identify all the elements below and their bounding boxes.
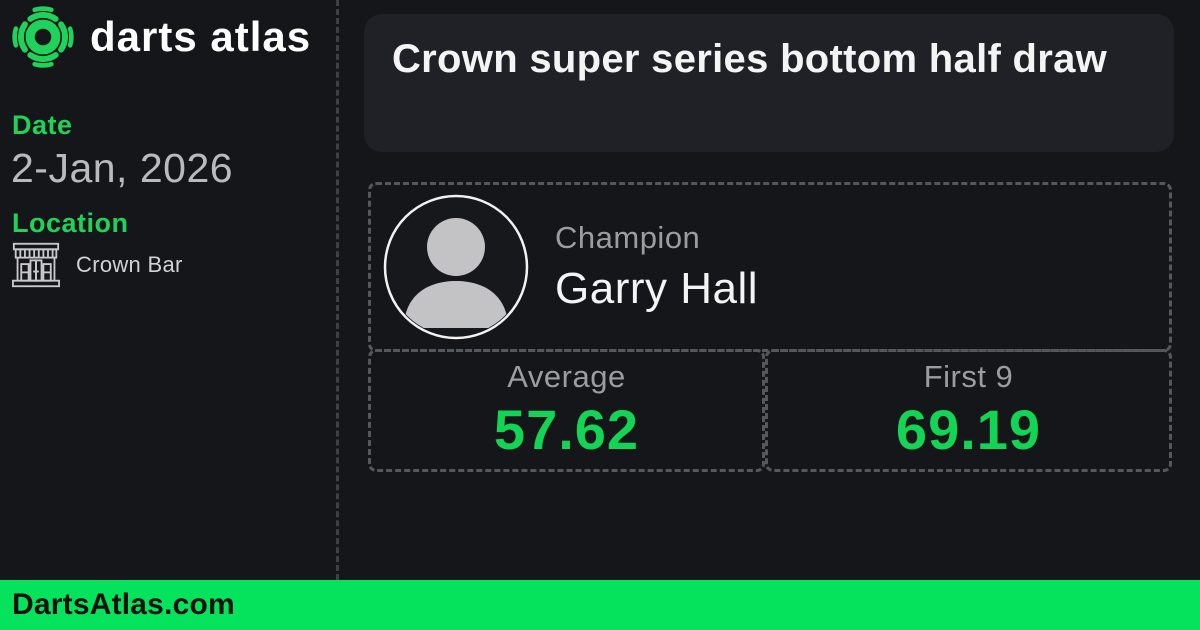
stat-first9-label: First 9 <box>923 359 1014 394</box>
person-silhouette-icon <box>383 194 529 340</box>
stat-average-value: 57.62 <box>493 398 640 461</box>
event-title-card: Crown super series bottom half draw <box>364 14 1174 152</box>
venue: Crown Bar <box>12 240 183 290</box>
venue-name: Crown Bar <box>76 252 183 277</box>
champion-name: Garry Hall <box>555 264 759 313</box>
stat-average-label: Average <box>507 359 626 394</box>
site-url: DartsAtlas.com <box>12 588 235 621</box>
brand-name: darts atlas <box>90 13 312 60</box>
storefront-icon <box>12 242 60 288</box>
champion-info: Champion Garry Hall <box>555 220 758 314</box>
date-label: Date <box>12 110 73 140</box>
date-value: 2-Jan, 2026 <box>11 145 234 191</box>
champion-label: Champion <box>555 220 701 255</box>
vertical-divider <box>336 0 339 580</box>
stat-first9-value: 69.19 <box>895 398 1042 461</box>
dartboard-logo-icon <box>12 6 74 68</box>
brand-logo: darts atlas <box>8 4 311 70</box>
stat-first9: First 9 69.19 <box>765 349 1172 472</box>
champion-card: Champion Garry Hall <box>368 182 1172 352</box>
stat-average: Average 57.62 <box>368 349 765 472</box>
footer-bar: DartsAtlas.com <box>0 580 1200 630</box>
stats-row: Average 57.62 First 9 69.19 <box>368 349 1172 472</box>
location-label: Location <box>12 208 129 238</box>
event-title: Crown super series bottom half draw <box>392 37 1108 81</box>
